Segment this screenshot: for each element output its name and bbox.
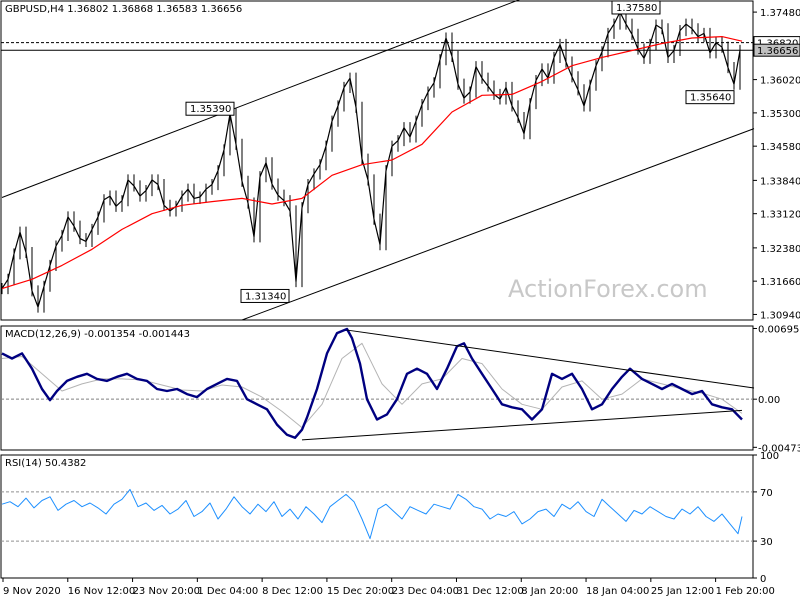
axes: 1.374801.367501.360201.353001.345801.338… xyxy=(2,8,800,597)
rsi-line xyxy=(1,488,743,540)
y-tick-label: 1.33840 xyxy=(760,176,800,187)
x-tick-label: 25 Jan 12:00 xyxy=(651,586,714,597)
annotation-box xyxy=(611,0,661,15)
x-tick-label: 16 Nov 12:00 xyxy=(68,586,135,597)
y-tick-label: 1.30940 xyxy=(760,310,800,321)
annotation-label: 1.31340 xyxy=(245,291,286,302)
macd-y-tick-label: -0.004736 xyxy=(758,443,800,454)
rsi-title: RSI(14) 50.4382 xyxy=(5,458,86,469)
y-tick-label: 1.35300 xyxy=(760,109,800,120)
macd-panel-frame xyxy=(0,325,754,451)
annotation-label: 1.37580 xyxy=(616,3,657,14)
rsi-y-tick-label: 30 xyxy=(760,537,773,548)
rsi-y-tick-label: 100 xyxy=(760,451,779,462)
macd-line xyxy=(1,327,743,439)
macd-y-tick-label: 0.006956 xyxy=(758,324,800,335)
rsi-plot xyxy=(1,488,753,542)
x-tick-label: 15 Dec 20:00 xyxy=(327,586,394,597)
annotation-box xyxy=(185,101,235,116)
annotation-box xyxy=(240,288,290,303)
price-title: GBPUSD,H4 1.36802 1.36868 1.36583 1.3665… xyxy=(5,4,242,15)
channel-line xyxy=(241,128,755,321)
annotation-label: 1.35640 xyxy=(690,93,731,104)
x-tick-label: 23 Dec 04:00 xyxy=(392,586,459,597)
macd-title: MACD(12,26,9) -0.001354 -0.001443 xyxy=(5,329,190,340)
macd-signal-line xyxy=(1,342,743,429)
macd-trendline xyxy=(301,409,743,441)
x-tick-label: 18 Jan 04:00 xyxy=(586,586,649,597)
y-tick-label: 1.31660 xyxy=(760,277,800,288)
price-line xyxy=(1,11,741,308)
x-tick-label: 1 Dec 04:00 xyxy=(197,586,258,597)
y-tick-label: 1.34580 xyxy=(760,142,800,153)
rsi-y-tick-label: 70 xyxy=(760,488,773,499)
macd-trendline xyxy=(346,329,755,389)
price-tag-label: 1.36656 xyxy=(757,46,798,57)
x-tick-label: 9 Nov 2020 xyxy=(3,586,61,597)
price-plot: 1.35390 1.31340 1.37580 1.35640 xyxy=(1,0,755,321)
x-tick-label: 8 Jan 20:00 xyxy=(521,586,578,597)
price-panel-frame xyxy=(0,0,754,321)
y-tick-label: 1.32380 xyxy=(760,244,800,255)
price-tag xyxy=(753,43,800,57)
x-tick-label: 8 Dec 12:00 xyxy=(262,586,323,597)
x-tick-label: 23 Nov 20:00 xyxy=(133,586,200,597)
macd-y-tick-label: 0.00 xyxy=(758,395,780,406)
moving-average-line xyxy=(1,35,743,290)
x-tick-label: 31 Dec 12:00 xyxy=(456,586,523,597)
macd-plot xyxy=(1,327,755,441)
channel-line xyxy=(1,0,520,198)
watermark: ActionForex.com xyxy=(508,275,708,303)
annotation-box xyxy=(685,90,735,105)
rsi-panel-frame xyxy=(0,454,754,579)
annotation-label: 1.35390 xyxy=(190,104,231,115)
y-tick-label: 1.36020 xyxy=(760,76,800,87)
y-tick-label: 1.37480 xyxy=(760,8,800,19)
rsi-y-tick-label: 0 xyxy=(760,574,766,585)
y-tick-label: 1.33120 xyxy=(760,210,800,221)
x-tick-label: 1 Feb 20:00 xyxy=(716,586,775,597)
